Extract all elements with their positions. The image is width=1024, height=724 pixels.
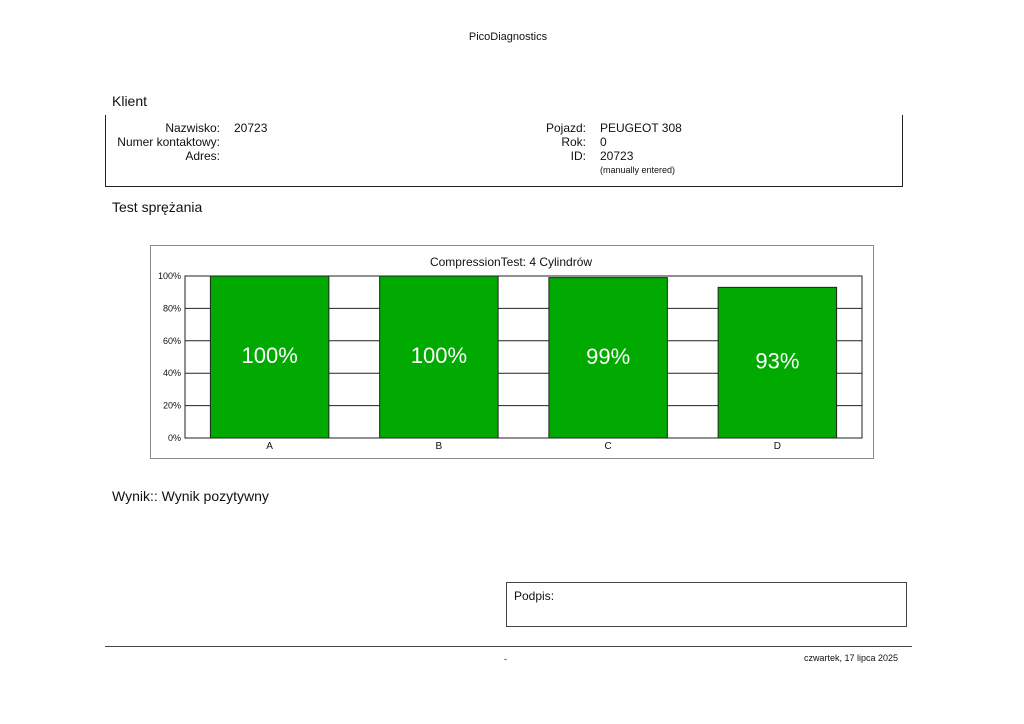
bar-value-label: 99% xyxy=(586,344,630,369)
contact-label: Numer kontaktowy: xyxy=(117,135,220,149)
plot-area xyxy=(184,275,863,439)
vehicle-label: Pojazd: xyxy=(545,121,586,135)
y-tick-label: 40% xyxy=(163,368,181,378)
report-header-title: PicoDiagnostics xyxy=(468,31,548,43)
y-tick-label: 100% xyxy=(158,271,181,281)
footer-date: czwartek, 17 lipca 2025 xyxy=(803,653,898,663)
x-tick-label: A xyxy=(266,441,273,452)
address-label: Adres: xyxy=(185,149,220,163)
bar xyxy=(209,275,330,439)
y-tick-label: 60% xyxy=(163,336,181,346)
y-tick-label: 80% xyxy=(163,303,181,313)
chart-frame xyxy=(150,245,874,459)
vehicle-value: PEUGEOT 308 xyxy=(600,121,682,135)
name-value: 20723 xyxy=(234,121,268,135)
y-tick-label: 20% xyxy=(163,401,181,411)
bar xyxy=(717,286,838,439)
x-tick-label: B xyxy=(436,441,443,452)
bar-value-label: 100% xyxy=(241,343,297,368)
year-label: Rok: xyxy=(561,135,586,149)
chart-title: CompressionTest: 4 Cylindrów xyxy=(429,255,593,269)
year-value: 0 xyxy=(600,135,607,149)
client-info-box xyxy=(105,115,903,187)
x-tick-label: C xyxy=(605,441,612,452)
x-tick-label: D xyxy=(774,441,781,452)
client-section-title: Klient xyxy=(112,93,148,109)
signature-box xyxy=(506,582,907,627)
id-note: (manually entered) xyxy=(600,165,676,175)
bar-value-label: 93% xyxy=(755,349,799,374)
compression-test-section-title: Test sprężania xyxy=(112,199,203,215)
bar xyxy=(379,275,499,439)
result-text: Wynik:: Wynik pozytywny xyxy=(112,488,269,504)
bar xyxy=(548,277,668,439)
footer-divider xyxy=(105,646,912,647)
id-label: ID: xyxy=(570,149,586,163)
y-tick-label: 0% xyxy=(168,433,181,443)
id-value: 20723 xyxy=(600,149,634,163)
name-label: Nazwisko: xyxy=(165,121,220,135)
signature-label: Podpis: xyxy=(514,589,555,603)
bar-value-label: 100% xyxy=(411,343,467,368)
footer-page-marker: - xyxy=(504,654,507,664)
